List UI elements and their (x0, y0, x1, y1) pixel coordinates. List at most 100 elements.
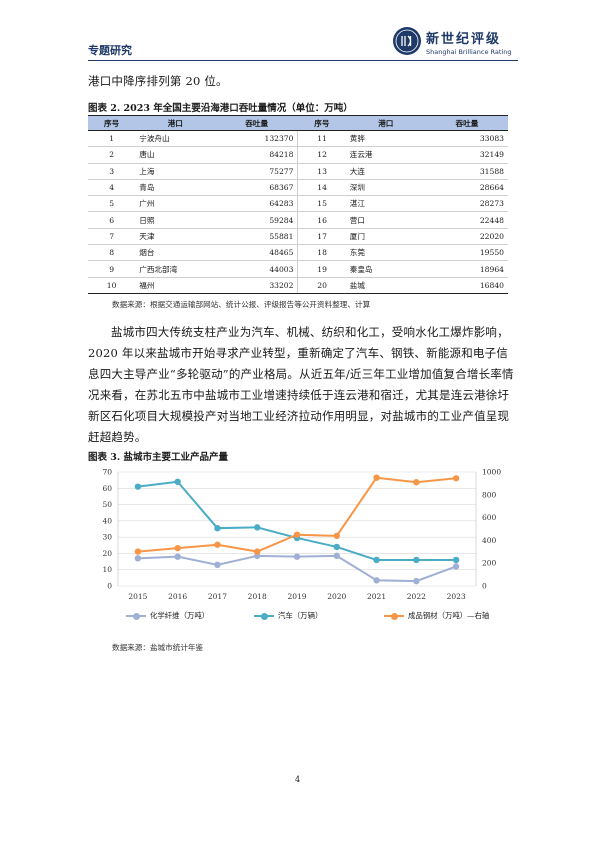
port-cell: 天津 (135, 228, 216, 246)
rank-cell: 17 (297, 228, 346, 246)
port-cell: 青岛 (135, 179, 216, 197)
port-cell: 湛江 (345, 195, 426, 213)
legend-marker (390, 612, 398, 620)
x-tick-label: 2018 (248, 592, 267, 601)
industrial-output-chart: 0 10 20 30 40 50 60 70 0 200 400 600 800 1000 2015 2016… (88, 466, 508, 636)
legend-item: 成品钢材（万吨）—右轴 (384, 610, 489, 621)
series-point (373, 474, 380, 481)
volume-cell: 33083 (425, 130, 508, 148)
y-left-tick-label: 40 (102, 516, 112, 525)
chart-source-note: 数据来源：盐城市统计年鉴 (112, 643, 204, 652)
y-left-tick-label: 10 (102, 565, 112, 574)
series-point (293, 531, 301, 538)
x-tick-label: 2017 (208, 592, 227, 601)
port-cell: 烟台 (135, 244, 216, 262)
rank-cell: 4 (88, 179, 136, 197)
table-row: 2 唐山 84218 12 连云港 32149 (88, 146, 508, 164)
rank-cell: 6 (88, 211, 136, 229)
table-row: 3 上海 75277 13 大连 31588 (88, 163, 508, 180)
table-row: 6 日照 59284 16 营口 22448 (88, 211, 508, 229)
volume-cell: 68367 (215, 179, 298, 197)
x-tick-label: 2019 (287, 592, 306, 601)
legend-label: 汽车（万辆） (278, 611, 323, 620)
legend-swatch (126, 612, 146, 620)
series-point (413, 479, 420, 486)
port-cell: 福州 (135, 277, 216, 294)
chart-canvas: 0 10 20 30 40 50 60 70 0 200 400 600 800 1000 2015 2016… (102, 468, 501, 602)
series-point (134, 555, 142, 562)
rank-cell: 15 (297, 195, 346, 213)
port-cell: 黄骅 (345, 130, 426, 148)
legend-item: 汽车（万辆） (254, 610, 322, 621)
col-port-header: 港口 (135, 115, 216, 131)
volume-cell: 33202 (215, 277, 298, 294)
ports-throughput-table: 序号 港口 吞吐量 序号 港口 吞吐量 1 宁波舟山 132370 11 黄骅 33083… (88, 115, 508, 294)
x-tick-label: 2021 (367, 592, 386, 601)
rank-cell: 13 (297, 163, 346, 180)
brand-name-en: Shanghai Brilliance Rating (426, 48, 512, 56)
volume-cell: 84218 (215, 146, 298, 164)
port-cell: 秦皇岛 (345, 260, 426, 278)
series-point (373, 556, 380, 564)
chart-caption: 图表 3. 盐城市主要工业产品产量 (88, 452, 229, 463)
rank-cell: 2 (88, 146, 136, 164)
y-left-tick-label: 70 (102, 468, 112, 477)
port-cell: 唐山 (135, 146, 216, 164)
col-volume-header-2: 吞吐量 (425, 115, 508, 131)
body-paragraph: 盐城市四大传统支柱产业为汽车、机械、纺织和化工，受响水化工爆炸影响，2020 年… (88, 325, 514, 444)
rank-cell: 8 (88, 244, 136, 262)
port-cell: 东莞 (345, 244, 426, 262)
rank-cell: 18 (297, 244, 346, 262)
volume-cell: 22020 (425, 228, 508, 246)
volume-cell: 64283 (215, 195, 298, 213)
series-point (134, 483, 142, 490)
legend-swatch (384, 612, 404, 620)
y-right-tick-label: 0 (482, 582, 487, 591)
rank-cell: 20 (297, 277, 346, 294)
rank-cell: 9 (88, 260, 136, 278)
port-cell: 广州 (135, 195, 216, 213)
y-right-tick-label: 1000 (482, 468, 501, 477)
legend-marker (260, 612, 268, 620)
y-left-tick-label: 30 (102, 533, 112, 542)
col-volume-header: 吞吐量 (215, 115, 298, 131)
volume-cell: 18964 (425, 260, 508, 278)
x-tick-label: 2015 (128, 592, 147, 601)
table-row: 5 广州 64283 15 湛江 28273 (88, 195, 508, 213)
rank-cell: 12 (297, 146, 346, 164)
brand-block: 新世纪评级 Shanghai Brilliance Rating (426, 28, 512, 56)
rank-cell: 7 (88, 228, 136, 246)
intro-text: 港口中降序排列第 20 位。 (88, 74, 228, 88)
col-rank-header-2: 序号 (297, 115, 346, 131)
y-left-tick-label: 20 (102, 549, 112, 558)
series-point (452, 556, 460, 564)
volume-cell: 132370 (215, 130, 298, 148)
y-right-tick-label: 800 (482, 490, 497, 499)
volume-cell: 32149 (425, 146, 508, 164)
brand-name-cn: 新世纪评级 (426, 32, 502, 47)
port-cell: 连云港 (345, 146, 426, 164)
company-seal-icon (393, 27, 421, 55)
series-point (293, 553, 301, 560)
series-point (254, 524, 261, 531)
volume-cell: 22448 (425, 211, 508, 229)
port-cell: 日照 (135, 211, 216, 229)
port-cell: 上海 (135, 163, 216, 180)
legend-label: 成品钢材（万吨）—右轴 (408, 611, 490, 620)
volume-cell: 28664 (425, 179, 508, 197)
rank-cell: 1 (88, 130, 136, 148)
volume-cell: 44003 (215, 260, 298, 278)
series-point (174, 553, 181, 560)
rank-cell: 19 (297, 260, 346, 278)
series-point (333, 532, 340, 540)
y-right-tick-label: 200 (482, 559, 497, 568)
series-point (214, 524, 221, 532)
port-cell: 营口 (345, 211, 426, 229)
legend-item: 化学纤维（万吨） (126, 610, 209, 621)
legend-marker (132, 612, 140, 620)
series-point (452, 475, 460, 482)
y-left-tick-label: 50 (102, 500, 112, 509)
volume-cell: 55881 (215, 228, 298, 246)
table-caption: 图表 2. 2023 年全国主要沿海港口吞吐量情况（单位：万吨） (88, 103, 353, 114)
port-cell: 盐城 (345, 277, 426, 294)
